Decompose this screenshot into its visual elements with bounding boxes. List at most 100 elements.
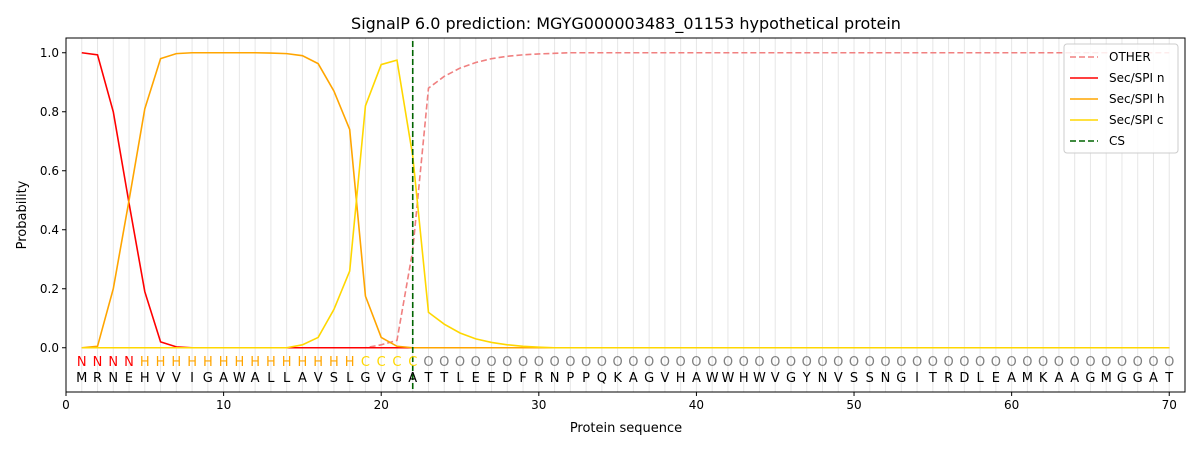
region-label: O	[912, 355, 922, 370]
series-line-sec-spi-h	[81, 51, 1170, 349]
residue-label: T	[439, 371, 448, 386]
residue-label: D	[502, 371, 512, 386]
region-label: N	[108, 355, 118, 370]
residue-label: E	[992, 371, 1000, 386]
residue-label: G	[1133, 371, 1143, 386]
region-label: O	[1007, 355, 1017, 370]
residue-label: K	[613, 371, 622, 386]
region-label: H	[250, 355, 260, 370]
residue-label: G	[896, 371, 906, 386]
region-label: O	[991, 355, 1001, 370]
region-label: O	[660, 355, 670, 370]
residue-label: A	[408, 371, 417, 386]
x-tick-label: 10	[216, 398, 231, 412]
region-label: O	[959, 355, 969, 370]
legend-label: OTHER	[1109, 50, 1151, 64]
y-tick-label: 0.6	[40, 164, 59, 178]
region-label: O	[723, 355, 733, 370]
region-label: O	[502, 355, 512, 370]
x-tick-label: 0	[62, 398, 70, 412]
residue-label: V	[314, 371, 323, 386]
residue-label: L	[976, 371, 984, 386]
x-tick-label: 50	[846, 398, 861, 412]
residue-label: V	[660, 371, 669, 386]
residue-label: D	[959, 371, 969, 386]
region-label: O	[628, 355, 638, 370]
residue-label: S	[330, 371, 338, 386]
residue-label: F	[519, 371, 526, 386]
region-label: O	[471, 355, 481, 370]
region-label: H	[140, 355, 150, 370]
legend-label: Sec/SPI n	[1109, 71, 1164, 85]
residue-label: M	[1022, 371, 1033, 386]
region-label: O	[928, 355, 938, 370]
region-label: O	[534, 355, 544, 370]
region-label: O	[880, 355, 890, 370]
region-label: O	[1038, 355, 1048, 370]
x-tick-label: 60	[1004, 398, 1019, 412]
residue-label: E	[487, 371, 495, 386]
region-label: O	[1133, 355, 1143, 370]
region-label: O	[565, 355, 575, 370]
y-tick-label: 0.0	[40, 341, 59, 355]
residue-label: L	[346, 371, 354, 386]
residue-label: H	[140, 371, 150, 386]
residue-label: V	[377, 371, 386, 386]
residue-label: N	[108, 371, 118, 386]
plot-frame	[65, 37, 1186, 393]
region-label: O	[439, 355, 449, 370]
region-label: H	[282, 355, 292, 370]
region-label: H	[329, 355, 339, 370]
region-label: O	[1054, 355, 1064, 370]
region-label: O	[943, 355, 953, 370]
region-label: O	[1164, 355, 1174, 370]
region-label: O	[865, 355, 875, 370]
region-label: N	[124, 355, 134, 370]
residue-label: M	[76, 371, 87, 386]
residue-label: N	[550, 371, 560, 386]
residue-label: K	[1039, 371, 1048, 386]
legend-label: Sec/SPI c	[1109, 113, 1163, 127]
region-label: O	[849, 355, 859, 370]
region-label: O	[455, 355, 465, 370]
region-label: N	[93, 355, 103, 370]
residue-label: G	[644, 371, 654, 386]
region-label: O	[802, 355, 812, 370]
region-label: O	[676, 355, 686, 370]
residue-label: A	[1070, 371, 1079, 386]
residue-label: N	[881, 371, 891, 386]
residue-label: P	[566, 371, 574, 386]
residue-label: G	[203, 371, 213, 386]
series-line-other	[81, 51, 1170, 349]
y-tick-label: 0.8	[40, 105, 59, 119]
residue-label: A	[251, 371, 260, 386]
region-label: O	[770, 355, 780, 370]
residue-label: H	[739, 371, 749, 386]
region-label: O	[1085, 355, 1095, 370]
region-label: O	[1148, 355, 1158, 370]
residue-label: V	[156, 371, 165, 386]
residue-label: W	[706, 371, 719, 386]
region-label: C	[377, 355, 386, 370]
region-label: H	[171, 355, 181, 370]
region-label: C	[392, 355, 401, 370]
y-tick-label: 1.0	[40, 46, 59, 60]
region-label: H	[219, 355, 229, 370]
residue-label: W	[753, 371, 766, 386]
region-label: O	[754, 355, 764, 370]
residue-label: G	[1117, 371, 1127, 386]
region-label: O	[896, 355, 906, 370]
residue-label: M	[1101, 371, 1112, 386]
y-tick-label: 0.4	[40, 223, 59, 237]
legend-label: CS	[1109, 134, 1125, 148]
region-label: H	[313, 355, 323, 370]
region-label: O	[817, 355, 827, 370]
residue-label: Q	[597, 371, 607, 386]
residue-label: T	[1164, 371, 1173, 386]
residue-label: T	[928, 371, 937, 386]
residue-label: S	[850, 371, 858, 386]
region-label: H	[345, 355, 355, 370]
residue-label: V	[172, 371, 181, 386]
residue-label: I	[915, 371, 919, 386]
